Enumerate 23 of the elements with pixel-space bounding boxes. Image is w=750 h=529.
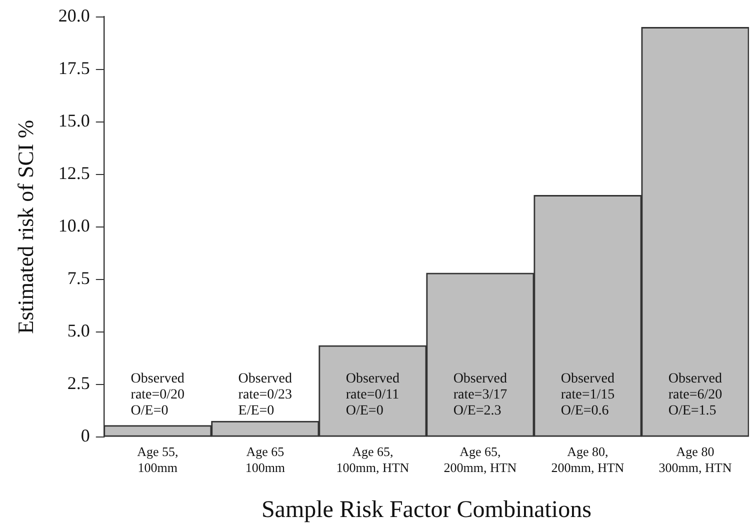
y-axis-title: Estimated risk of SCI % xyxy=(12,120,38,334)
y-tick-label: 0 xyxy=(80,426,90,446)
y-tick-label: 7.5 xyxy=(67,268,90,288)
y-tick-label: 15.0 xyxy=(58,110,90,131)
x-tick-label: Age 65 100mm xyxy=(245,444,286,475)
y-tick-label: 20.0 xyxy=(58,6,90,26)
y-tick-label: 5.0 xyxy=(67,320,90,341)
annotation: Observed rate=0/11 O/E=0 xyxy=(346,372,400,419)
annotation: Observed rate=1/15 O/E=0.6 xyxy=(560,372,615,419)
annotation: Observed rate=0/23 E/E=0 xyxy=(238,372,292,419)
y-tick-label: 10.0 xyxy=(58,216,90,236)
x-tick-label: Age 65, 200mm, HTN xyxy=(444,444,518,475)
annotation: Observed rate=6/20 O/E=1.5 xyxy=(668,372,722,419)
y-tick-label: 17.5 xyxy=(58,58,90,78)
x-tick-label: Age 80, 200mm, HTN xyxy=(551,444,625,475)
x-tick-label: Age 65, 100mm, HTN xyxy=(336,444,410,475)
y-tick-label: 12.5 xyxy=(58,163,90,184)
annotation: Observed rate=3/17 O/E=2.3 xyxy=(453,372,508,419)
y-tick-label: 2.5 xyxy=(67,373,90,394)
x-axis-title: Sample Risk Factor Combinations xyxy=(261,496,592,523)
x-tick-label: Age 55, 100mm xyxy=(137,444,178,475)
x-tick-label: Age 80 300mm, HTN xyxy=(658,444,732,475)
annotation: Observed rate=0/20 O/E=0 xyxy=(130,372,185,419)
